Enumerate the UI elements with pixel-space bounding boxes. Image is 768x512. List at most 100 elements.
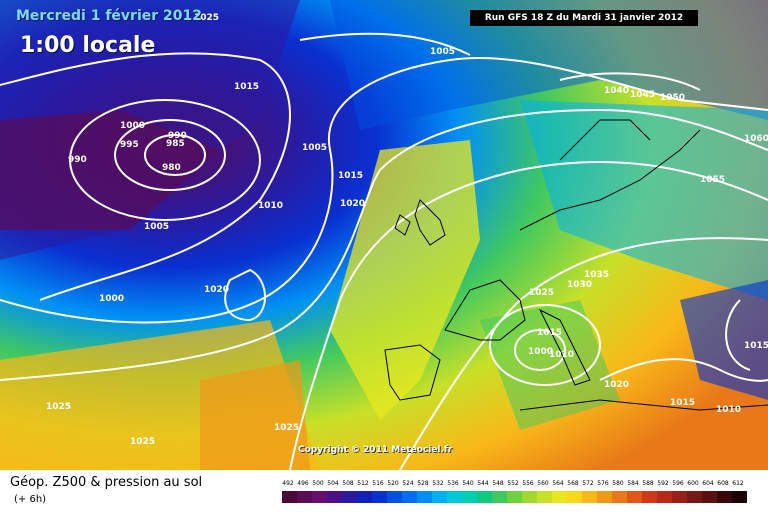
pressure-label: 1020 <box>604 380 629 390</box>
pressure-label: 1010 <box>258 201 283 211</box>
scale-color-cell <box>642 491 657 503</box>
pressure-label: 995 <box>120 140 139 150</box>
scale-color-cell <box>687 491 702 503</box>
scale-tick-label: 592 <box>657 480 669 487</box>
pressure-label: 1020 <box>204 285 229 295</box>
pressure-label: 1030 <box>567 280 592 290</box>
pressure-label: 1015 <box>670 398 695 408</box>
scale-color-cell <box>507 491 522 503</box>
pressure-label: 1055 <box>700 175 725 185</box>
pressure-label: 1005 <box>144 222 169 232</box>
weather-map: 1025 1005 1015 1000 990 995 985 980 990 … <box>0 0 768 470</box>
scale-tick-label: 544 <box>477 480 489 487</box>
scale-tick-label: 564 <box>552 480 564 487</box>
pressure-label: 980 <box>162 163 181 173</box>
scale-color-cell <box>312 491 327 503</box>
scale-tick-label: 492 <box>282 480 294 487</box>
scale-color-cell <box>552 491 567 503</box>
scale-color-cell <box>537 491 552 503</box>
pressure-label: 1025 <box>130 437 155 447</box>
scale-tick-label: 548 <box>492 480 504 487</box>
scale-tick-label: 528 <box>417 480 429 487</box>
run-info: Run GFS 18 Z du Mardi 31 janvier 2012 <box>470 10 698 26</box>
scale-color-cell <box>372 491 387 503</box>
scale-color-cell <box>327 491 342 503</box>
legend-title: Géop. Z500 & pression au sol <box>10 475 203 490</box>
pressure-label: 1035 <box>584 270 609 280</box>
pressure-label: 990 <box>168 131 187 141</box>
scale-color-cell <box>672 491 687 503</box>
scale-color-cell <box>432 491 447 503</box>
pressure-label: 1015 <box>338 171 363 181</box>
pressure-label: 1025 <box>529 288 554 298</box>
pressure-label: 990 <box>68 155 87 165</box>
scale-tick-label: 604 <box>702 480 714 487</box>
pressure-label: 1015 <box>537 328 562 338</box>
scale-tick-label: 608 <box>717 480 729 487</box>
scale-color-cell <box>522 491 537 503</box>
pressure-label: 1050 <box>660 93 685 103</box>
forecast-time: 1:00 locale <box>20 33 156 58</box>
scale-color-cell <box>627 491 642 503</box>
scale-color-cell <box>387 491 402 503</box>
scale-color-cell <box>402 491 417 503</box>
forecast-date: Mercredi 1 février 2012 <box>16 8 202 24</box>
scale-tick-label: 508 <box>342 480 354 487</box>
scale-tick-label: 568 <box>567 480 579 487</box>
scale-tick-label: 572 <box>582 480 594 487</box>
pressure-label: 1005 <box>430 47 455 57</box>
scale-color-cell <box>492 491 507 503</box>
scale-color-cell <box>342 491 357 503</box>
scale-tick-label: 496 <box>297 480 309 487</box>
pressure-label: 1010 <box>549 350 574 360</box>
scale-tick-label: 576 <box>597 480 609 487</box>
pressure-label: 1025 <box>274 423 299 433</box>
scale-tick-label: 580 <box>612 480 624 487</box>
color-scale: 492 496 500 504 508 512 516 520 524 528 532 536 540 5… <box>282 480 752 510</box>
scale-tick-label: 536 <box>447 480 459 487</box>
copyright-notice: Copyright © 2011 Meteociel.fr <box>298 445 453 455</box>
scale-tick-label: 588 <box>642 480 654 487</box>
pressure-label: 1000 <box>528 347 553 357</box>
scale-color-cell <box>477 491 492 503</box>
scale-color-cell <box>597 491 612 503</box>
scale-tick-label: 556 <box>522 480 534 487</box>
scale-tick-label: 584 <box>627 480 639 487</box>
scale-color-cell <box>657 491 672 503</box>
pressure-label: 1010 <box>716 405 741 415</box>
pressure-label: 1060 <box>744 134 768 144</box>
pressure-label: 1045 <box>630 90 655 100</box>
pressure-label: 1025 <box>194 13 219 23</box>
pressure-label: 1000 <box>120 121 145 131</box>
scale-tick-label: 600 <box>687 480 699 487</box>
pressure-label: 985 <box>166 139 185 149</box>
scale-color-cell <box>732 491 747 503</box>
scale-tick-label: 532 <box>432 480 444 487</box>
scale-tick-label: 500 <box>312 480 324 487</box>
pressure-label: 1000 <box>99 294 124 304</box>
scale-tick-label: 504 <box>327 480 339 487</box>
scale-tick-label: 552 <box>507 480 519 487</box>
scale-tick-label: 596 <box>672 480 684 487</box>
scale-color-cell <box>447 491 462 503</box>
scale-tick-label: 612 <box>732 480 744 487</box>
scale-color-cell <box>582 491 597 503</box>
scale-color-cell <box>417 491 432 503</box>
pressure-label: 1005 <box>302 143 327 153</box>
scale-color-cell <box>702 491 717 503</box>
scale-tick-label: 520 <box>387 480 399 487</box>
pressure-label: 1020 <box>340 199 365 209</box>
scale-tick-label: 512 <box>357 480 369 487</box>
scale-color-cell <box>612 491 627 503</box>
pressure-label: 1025 <box>46 402 71 412</box>
legend-subtitle: (+ 6h) <box>14 494 47 505</box>
pressure-label: 1015 <box>744 341 768 351</box>
scale-color-cell <box>462 491 477 503</box>
scale-tick-label: 516 <box>372 480 384 487</box>
scale-tick-label: 560 <box>537 480 549 487</box>
scale-color-cell <box>297 491 312 503</box>
pressure-label: 1040 <box>604 86 629 96</box>
pressure-label: 1015 <box>234 82 259 92</box>
scale-tick-label: 524 <box>402 480 414 487</box>
scale-color-cell <box>567 491 582 503</box>
